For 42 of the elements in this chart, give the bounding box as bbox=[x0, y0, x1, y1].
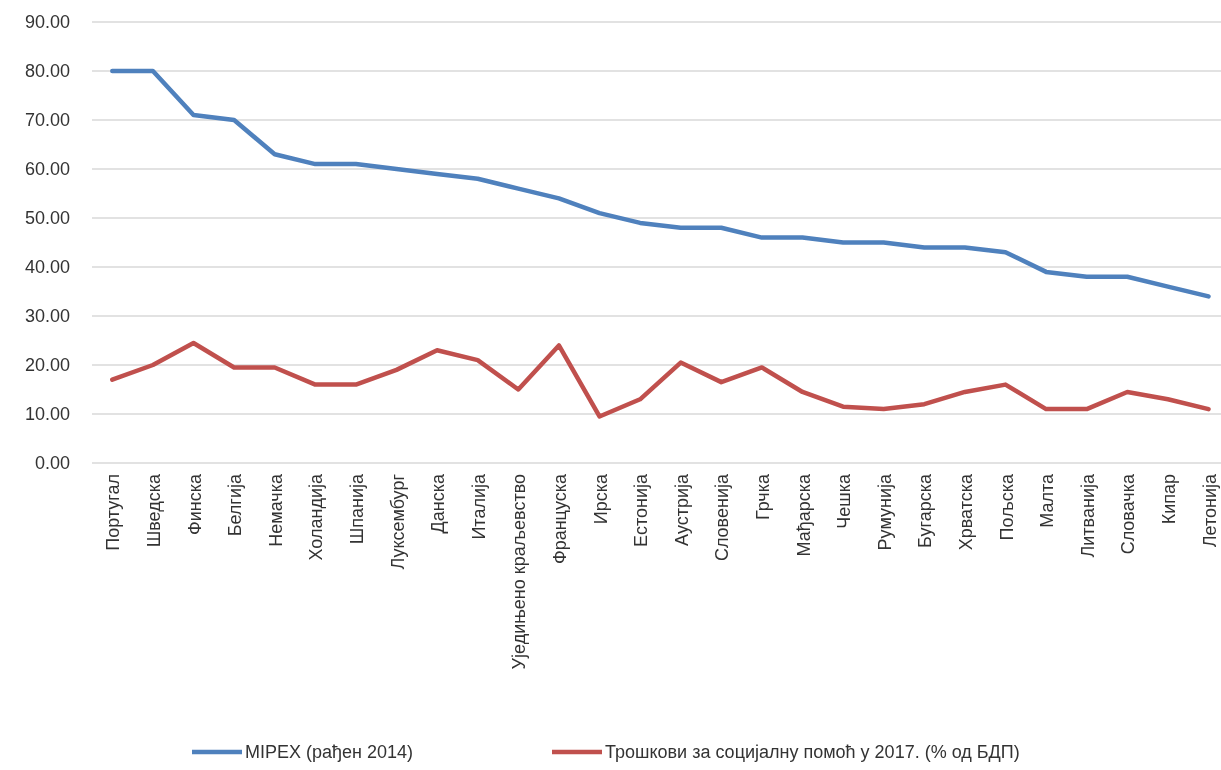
x-tick-label: Финска bbox=[184, 473, 205, 535]
line-series bbox=[110, 340, 1211, 419]
x-tick-label: Луксембург bbox=[387, 473, 408, 570]
y-tick-label: 40.00 bbox=[24, 257, 70, 278]
y-tick-label: 80.00 bbox=[24, 61, 70, 82]
x-tick-label: Ирска bbox=[590, 473, 611, 525]
x-tick-label: Мађарска bbox=[793, 473, 814, 557]
x-tick-label: Аустрија bbox=[671, 473, 692, 546]
x-tick-label: Кипар bbox=[1158, 474, 1179, 525]
x-tick-label: Словенија bbox=[712, 473, 733, 562]
y-tick-label: 70.00 bbox=[24, 110, 70, 131]
x-tick-label: Естонија bbox=[631, 473, 652, 547]
x-tick-label: Француска bbox=[549, 473, 570, 565]
y-tick-label: 20.00 bbox=[24, 355, 70, 376]
x-tick-label: Бугарска bbox=[915, 473, 936, 548]
y-tick-label: 60.00 bbox=[24, 159, 70, 180]
x-tick-label: Португал bbox=[103, 474, 124, 551]
line-series bbox=[110, 68, 1211, 299]
x-tick-label: Румунија bbox=[874, 473, 895, 551]
x-tick-label: Италија bbox=[468, 473, 489, 540]
y-tick-label: 10.00 bbox=[24, 404, 70, 425]
x-tick-label: Данска bbox=[428, 473, 449, 534]
x-tick-label: Чешка bbox=[834, 473, 855, 529]
x-tick-label: Белгија bbox=[225, 473, 246, 537]
legend-label: MIPEX (рађен 2014) bbox=[245, 742, 414, 763]
x-tick-label: Холандија bbox=[306, 473, 327, 561]
x-tick-label: Летонија bbox=[1199, 473, 1220, 548]
x-tick-label: Пољска bbox=[996, 473, 1017, 541]
x-tick-label: Хрватска bbox=[955, 473, 976, 551]
y-tick-label: 50.00 bbox=[24, 208, 70, 229]
y-tick-label: 0.00 bbox=[34, 453, 70, 474]
x-tick-label: Грчка bbox=[752, 473, 773, 521]
x-tick-label: Литванија bbox=[1077, 473, 1098, 558]
y-tick-label: 90.00 bbox=[24, 12, 70, 33]
x-tick-label: Шведска bbox=[143, 473, 164, 548]
legend-label: Трошкови за социјалну помоћ у 2017. (% од БДП) bbox=[605, 742, 1020, 763]
x-tick-label: Словачка bbox=[1118, 473, 1139, 555]
x-tick-label: Немачка bbox=[265, 473, 286, 547]
x-tick-label: Шпанија bbox=[346, 473, 367, 545]
y-tick-label: 30.00 bbox=[24, 306, 70, 327]
x-tick-label: Уједињено краљевство bbox=[509, 474, 530, 670]
x-tick-label: Малта bbox=[1037, 473, 1058, 528]
